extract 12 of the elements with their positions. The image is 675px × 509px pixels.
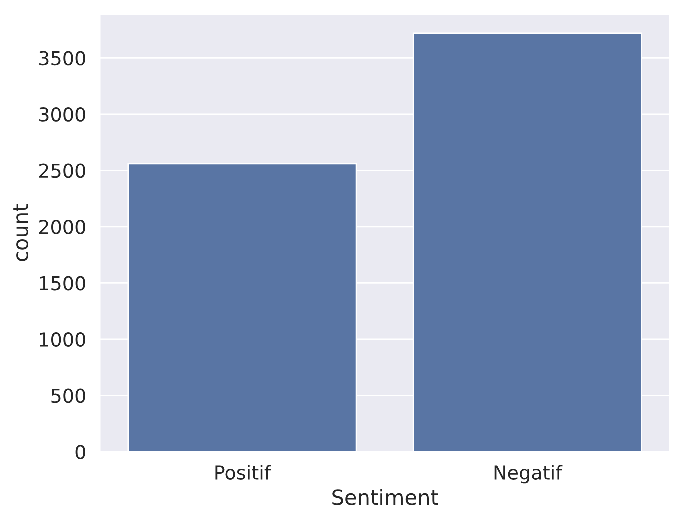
y-tick-label: 3000 <box>40 107 86 122</box>
y-tick-label: 2500 <box>40 164 86 178</box>
y-tick-label: 1000 <box>40 332 86 347</box>
y-tick-label: 3500 <box>40 51 86 66</box>
y-axis-title: count <box>14 204 29 262</box>
x-tick-label: Negatif <box>494 465 563 484</box>
y-tick-label: 1500 <box>40 276 86 291</box>
y-tick-label: 0 <box>76 445 86 460</box>
x-tick-label: Positif <box>216 465 272 480</box>
y-tick-label: 2000 <box>40 220 86 234</box>
y-tick-label: 500 <box>52 388 86 404</box>
x-axis-title: Sentiment <box>332 489 438 506</box>
